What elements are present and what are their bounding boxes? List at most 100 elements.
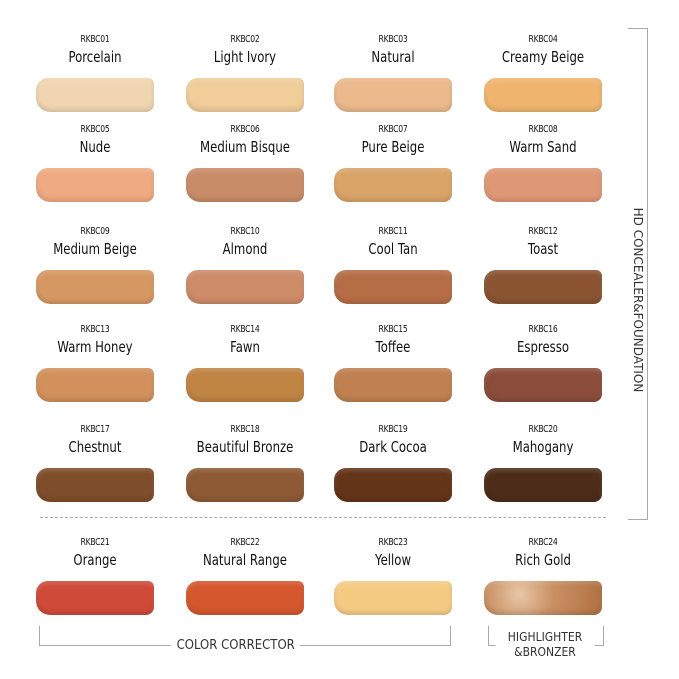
shade-rkbc07: RKBC07 Pure Beige <box>318 124 468 202</box>
shade-swatch <box>484 168 602 202</box>
shade-code: RKBC02 <box>230 34 260 45</box>
shade-code: RKBC18 <box>230 424 260 435</box>
shade-swatch <box>36 270 154 304</box>
shade-name: Yellow <box>374 551 412 569</box>
corrector-section-label: COLOR CORRECTOR <box>171 638 301 653</box>
shade-name: Medium Bisque <box>200 138 290 156</box>
shade-swatch <box>186 468 304 502</box>
shade-rkbc03: RKBC03 Natural <box>318 34 468 112</box>
shade-code: RKBC17 <box>80 424 110 435</box>
shade-name: Almond <box>222 240 268 258</box>
shade-code: RKBC21 <box>80 537 110 548</box>
shade-code: RKBC08 <box>528 124 558 135</box>
shade-rkbc18: RKBC18 Beautiful Bronze <box>170 424 320 502</box>
shade-name: Creamy Beige <box>501 48 585 66</box>
highlighter-section-label: HIGHLIGHTER &BRONZER <box>495 630 595 660</box>
shade-code: RKBC06 <box>230 124 260 135</box>
shade-code: RKBC09 <box>80 226 110 237</box>
shade-rkbc20: RKBC20 Mahogany <box>468 424 618 502</box>
shade-name: Toast <box>527 240 559 258</box>
shade-code: RKBC10 <box>230 226 260 237</box>
shade-swatch <box>36 78 154 112</box>
shade-name: Natural <box>371 48 415 66</box>
shade-name: Chestnut <box>68 438 122 456</box>
shade-swatch <box>334 78 452 112</box>
shade-rkbc19: RKBC19 Dark Cocoa <box>318 424 468 502</box>
shade-swatch <box>36 468 154 502</box>
shade-code: RKBC24 <box>528 537 558 548</box>
shade-swatch <box>186 270 304 304</box>
shade-rkbc13: RKBC13 Warm Honey <box>20 324 170 402</box>
shade-name: Cool Tan <box>368 240 418 258</box>
shade-code: RKBC15 <box>378 324 408 335</box>
shade-rkbc16: RKBC16 Espresso <box>468 324 618 402</box>
shade-swatch <box>186 368 304 402</box>
shade-swatch <box>186 168 304 202</box>
shade-code: RKBC07 <box>378 124 408 135</box>
shade-swatch <box>484 368 602 402</box>
shade-swatch <box>186 581 304 615</box>
highlighter-label-line1: HIGHLIGHTER <box>495 630 595 645</box>
shade-name: Warm Sand <box>509 138 577 156</box>
shade-rkbc06: RKBC06 Medium Bisque <box>170 124 320 202</box>
shade-name: Porcelain <box>68 48 122 66</box>
shade-rkbc14: RKBC14 Fawn <box>170 324 320 402</box>
shade-swatch <box>484 468 602 502</box>
foundation-section-label: HD CONCEALER&FOUNDATION <box>631 201 645 399</box>
shade-rkbc21: RKBC21 Orange <box>20 537 170 615</box>
shade-name: Toffee <box>375 338 411 356</box>
shade-name: Fawn <box>230 338 260 356</box>
shade-rkbc09: RKBC09 Medium Beige <box>20 226 170 304</box>
shade-code: RKBC13 <box>80 324 110 335</box>
section-divider <box>40 517 606 518</box>
shade-rkbc15: RKBC15 Toffee <box>318 324 468 402</box>
shade-swatch <box>334 368 452 402</box>
shade-rkbc17: RKBC17 Chestnut <box>20 424 170 502</box>
shade-rkbc24: RKBC24 Rich Gold <box>468 537 618 615</box>
shade-code: RKBC23 <box>378 537 408 548</box>
shade-rkbc08: RKBC08 Warm Sand <box>468 124 618 202</box>
shade-swatch <box>36 581 154 615</box>
shade-rkbc11: RKBC11 Cool Tan <box>318 226 468 304</box>
shade-code: RKBC01 <box>80 34 110 45</box>
shade-code: RKBC22 <box>230 537 260 548</box>
shade-rkbc01: RKBC01 Porcelain <box>20 34 170 112</box>
shade-name: Espresso <box>516 338 570 356</box>
shade-name: Nude <box>79 138 111 156</box>
foundation-bracket <box>628 28 648 520</box>
shade-name: Medium Beige <box>53 240 137 258</box>
shade-code: RKBC14 <box>230 324 260 335</box>
shade-rkbc12: RKBC12 Toast <box>468 226 618 304</box>
shade-rkbc10: RKBC10 Almond <box>170 226 320 304</box>
shade-swatch <box>36 168 154 202</box>
shade-rkbc22: RKBC22 Natural Range <box>170 537 320 615</box>
shade-swatch <box>334 468 452 502</box>
shade-swatch <box>484 270 602 304</box>
shade-code: RKBC12 <box>528 226 558 237</box>
shade-code: RKBC11 <box>378 226 408 237</box>
shade-code: RKBC16 <box>528 324 558 335</box>
shade-code: RKBC03 <box>378 34 408 45</box>
shade-swatch <box>484 78 602 112</box>
shade-swatch <box>484 581 602 615</box>
shade-swatch <box>334 168 452 202</box>
shade-name: Dark Cocoa <box>359 438 427 456</box>
shade-name: Mahogany <box>512 438 574 456</box>
shade-name: Beautiful Bronze <box>196 438 294 456</box>
shade-code: RKBC05 <box>80 124 110 135</box>
shade-code: RKBC04 <box>528 34 558 45</box>
shade-name: Orange <box>73 551 117 569</box>
shade-swatch <box>186 78 304 112</box>
shade-name: Pure Beige <box>361 138 425 156</box>
shade-rkbc02: RKBC02 Light Ivory <box>170 34 320 112</box>
shade-rkbc05: RKBC05 Nude <box>20 124 170 202</box>
highlighter-label-line2: &BRONZER <box>495 645 595 660</box>
shade-code: RKBC20 <box>528 424 558 435</box>
shade-name: Rich Gold <box>515 551 571 569</box>
shade-rkbc04: RKBC04 Creamy Beige <box>468 34 618 112</box>
shade-swatch <box>334 581 452 615</box>
shade-rkbc23: RKBC23 Yellow <box>318 537 468 615</box>
shade-code: RKBC19 <box>378 424 408 435</box>
shade-swatch <box>36 368 154 402</box>
